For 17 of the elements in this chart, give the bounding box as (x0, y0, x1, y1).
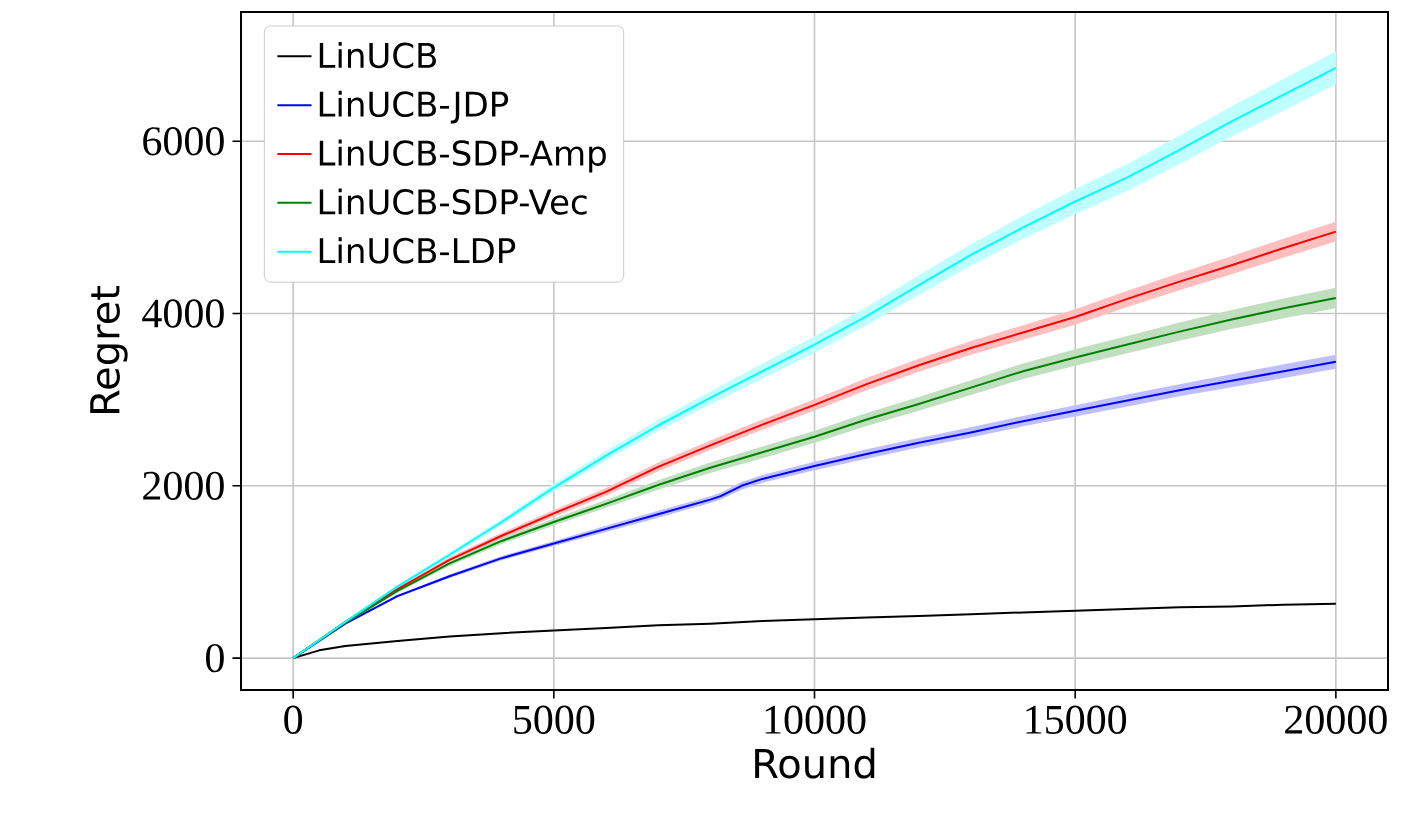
x-tick-label: 20000 (1285, 705, 1387, 734)
x-axis-title: Round (755, 747, 875, 779)
legend-label: LinUCB-SDP-Vec (319, 188, 587, 215)
x-tick-label: 10000 (765, 705, 866, 734)
y-axis-title: Regret (90, 286, 128, 413)
legend-label: LinUCB-JDP (319, 90, 509, 124)
y-tick-label: 4000 (142, 299, 224, 328)
y-tick-label: 2000 (143, 471, 224, 500)
x-tick-label: 0 (284, 705, 303, 734)
legend-label: LinUCB-SDP-Amp (319, 139, 606, 173)
x-tick-label: 5000 (514, 705, 595, 734)
y-tick-label: 6000 (143, 127, 224, 156)
y-tick-label: 0 (206, 643, 224, 673)
legend-label: LinUCB-LDP (319, 237, 516, 264)
legend-label: LinUCB (319, 41, 436, 69)
line-series (292, 602, 1337, 660)
x-tick-label: 15000 (1026, 705, 1127, 734)
